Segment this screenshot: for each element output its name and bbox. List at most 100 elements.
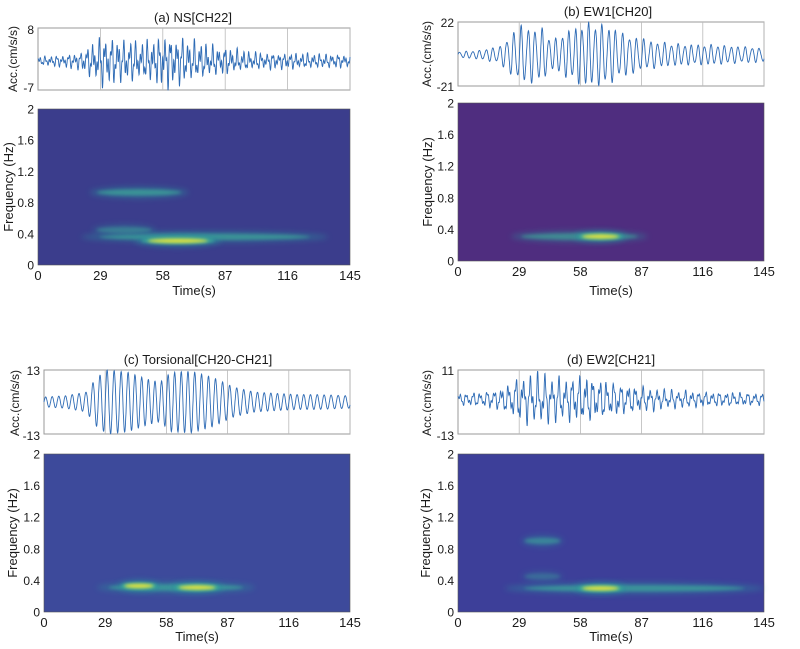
accel-ylabel: Acc.(cm/s/s): [8, 370, 22, 436]
energy-band-mid: [524, 573, 561, 580]
frequency-axis-label: Frequency (Hz): [418, 488, 433, 578]
x-tick-label: 145: [753, 615, 775, 630]
accel-ylabel: Acc.(cm/s/s): [420, 370, 434, 436]
x-tick-label: 145: [339, 268, 361, 283]
y-tick-label: 0: [447, 606, 454, 620]
x-tick-label: 116: [692, 264, 713, 279]
y-tick-label: 0.8: [437, 542, 454, 556]
time-axis-label: Time(s): [589, 629, 633, 644]
energy-band-mid: [97, 189, 182, 196]
y-tick-label: 1.6: [17, 134, 34, 148]
x-tick-label: 0: [40, 615, 47, 630]
x-tick-label: 116: [277, 268, 298, 283]
y-tick-label: 0.4: [437, 574, 454, 588]
x-tick-label: 87: [634, 264, 648, 279]
energy-band-mid: [96, 226, 152, 234]
accel-ytick-top: 22: [441, 16, 455, 30]
spectrogram-frame: [457, 102, 765, 262]
x-tick-label: 58: [156, 268, 170, 283]
panel-d: (d) EW2[CH21] 11 -13 Acc.(cm/s/s) 0 29 58 8…: [418, 352, 775, 644]
accel-ytick-bottom: -13: [437, 429, 455, 443]
spectrogram-energy: [504, 534, 764, 595]
accel-ylabel: Acc.(cm/s/s): [6, 26, 20, 92]
panel-b: (b) EW1[CH20] 22 -21 Acc.(cm/s/s) 0 29 58 8…: [420, 4, 775, 298]
accel-ytick-top: 13: [27, 364, 41, 378]
x-tick-label: 58: [573, 615, 587, 630]
x-tick-label: 0: [454, 615, 461, 630]
panel-a: (a) NS[CH22] 8 -7 Acc.(cm/s/s) 0 29 58 87 11…: [1, 10, 361, 298]
spectrogram-energy: [81, 186, 329, 247]
energy-band-peak: [147, 238, 208, 244]
spectrogram-frame: [457, 453, 765, 613]
x-tick-label: 116: [692, 615, 713, 630]
y-tick-label: 1.2: [17, 165, 34, 179]
x-tick-label: 116: [278, 615, 299, 630]
energy-band-peak: [581, 586, 619, 591]
accel-trace: [457, 370, 765, 427]
y-tick-label: 1.6: [437, 479, 454, 493]
accel-title: (a) NS[CH22]: [154, 10, 232, 25]
y-tick-label: 1.6: [437, 128, 454, 142]
accel-ytick-top: 8: [27, 23, 34, 37]
x-tick-label: 58: [573, 264, 587, 279]
spectrogram-ticks: 0 29 58 87 116 145 0 0.4 0.8 1.2 1.6 2: [17, 103, 361, 284]
x-tick-label: 87: [634, 615, 648, 630]
x-tick-label: 29: [98, 615, 112, 630]
y-tick-label: 2: [447, 97, 454, 111]
accel-trace: [43, 369, 351, 435]
accel-ytick-bottom: -13: [23, 429, 41, 443]
x-tick-label: 29: [93, 268, 107, 283]
energy-band-peak: [581, 234, 619, 239]
x-tick-label: 29: [512, 615, 526, 630]
x-tick-label: 145: [753, 264, 775, 279]
accel-ylabel: Acc.(cm/s/s): [420, 21, 434, 87]
accel-frame: [457, 369, 765, 435]
energy-band-peak: [178, 585, 216, 590]
time-axis-label: Time(s): [589, 283, 633, 298]
time-axis-label: Time(s): [175, 629, 219, 644]
y-tick-label: 0: [27, 259, 34, 273]
x-tick-label: 58: [159, 615, 173, 630]
accel-ytick-bottom: -7: [23, 81, 34, 95]
y-tick-label: 0: [33, 606, 40, 620]
spectrogram-energy: [510, 230, 648, 243]
x-tick-label: 87: [218, 268, 232, 283]
spectrogram-energy: [96, 579, 256, 594]
x-tick-label: 29: [512, 264, 526, 279]
frequency-axis-label: Frequency (Hz): [5, 488, 20, 578]
y-tick-label: 0.8: [17, 196, 34, 210]
y-tick-label: 0.4: [23, 574, 40, 588]
accel-title: (d) EW2[CH21]: [567, 352, 655, 367]
y-tick-label: 2: [27, 103, 34, 117]
y-tick-label: 1.6: [23, 479, 40, 493]
accel-ytick-bottom: -21: [437, 80, 455, 94]
y-tick-label: 2: [447, 448, 454, 462]
accel-title: (c) Torsional[CH20-CH21]: [124, 352, 273, 367]
energy-band-peak: [124, 583, 154, 589]
spectrogram-ticks: 0 29 58 87 116 145 0 0.4 0.8 1.2 1.6 2: [23, 448, 361, 631]
y-tick-label: 0.4: [437, 223, 454, 237]
panel-c: (c) Torsional[CH20-CH21] 13 -13 Acc.(cm/…: [5, 352, 361, 644]
accel-trace: [457, 20, 765, 87]
frequency-axis-label: Frequency (Hz): [1, 142, 16, 232]
x-tick-label: 87: [220, 615, 234, 630]
accel-title: (b) EW1[CH20]: [564, 4, 652, 19]
spectrogram-frame: [37, 108, 351, 266]
y-tick-label: 2: [33, 448, 40, 462]
y-tick-label: 0.8: [23, 542, 40, 556]
x-tick-label: 145: [339, 615, 361, 630]
spectrogram-ticks: 0 29 58 87 116 145 0 0.4 0.8 1.2 1.6 2: [437, 448, 775, 631]
y-tick-label: 0.4: [17, 227, 34, 241]
y-tick-label: 1.2: [437, 160, 454, 174]
y-tick-label: 0.8: [437, 191, 454, 205]
spectrogram-frame: [43, 453, 351, 613]
frequency-axis-label: Frequency (Hz): [420, 137, 435, 227]
y-tick-label: 1.2: [23, 511, 40, 525]
y-tick-label: 0: [447, 255, 454, 269]
x-tick-label: 0: [34, 268, 41, 283]
x-tick-label: 0: [454, 264, 461, 279]
energy-band-mid: [524, 537, 561, 545]
accel-ytick-top: 11: [442, 364, 455, 378]
accel-trace: [37, 37, 351, 91]
